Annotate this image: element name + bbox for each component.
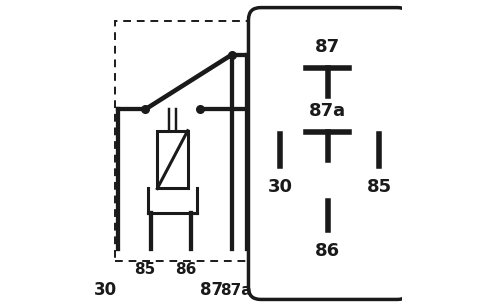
Bar: [158, 131, 188, 188]
Text: 85: 85: [134, 261, 156, 277]
Text: 87: 87: [200, 281, 224, 299]
Text: 87a: 87a: [220, 283, 252, 298]
Text: 86: 86: [315, 242, 340, 260]
Text: 30: 30: [94, 281, 117, 299]
Text: 87: 87: [315, 38, 340, 56]
Text: 85: 85: [366, 178, 392, 196]
Text: 30: 30: [268, 178, 293, 196]
Text: 86: 86: [176, 261, 197, 277]
Text: 87a: 87a: [309, 102, 346, 120]
Bar: [114, 21, 248, 261]
FancyBboxPatch shape: [248, 8, 410, 299]
